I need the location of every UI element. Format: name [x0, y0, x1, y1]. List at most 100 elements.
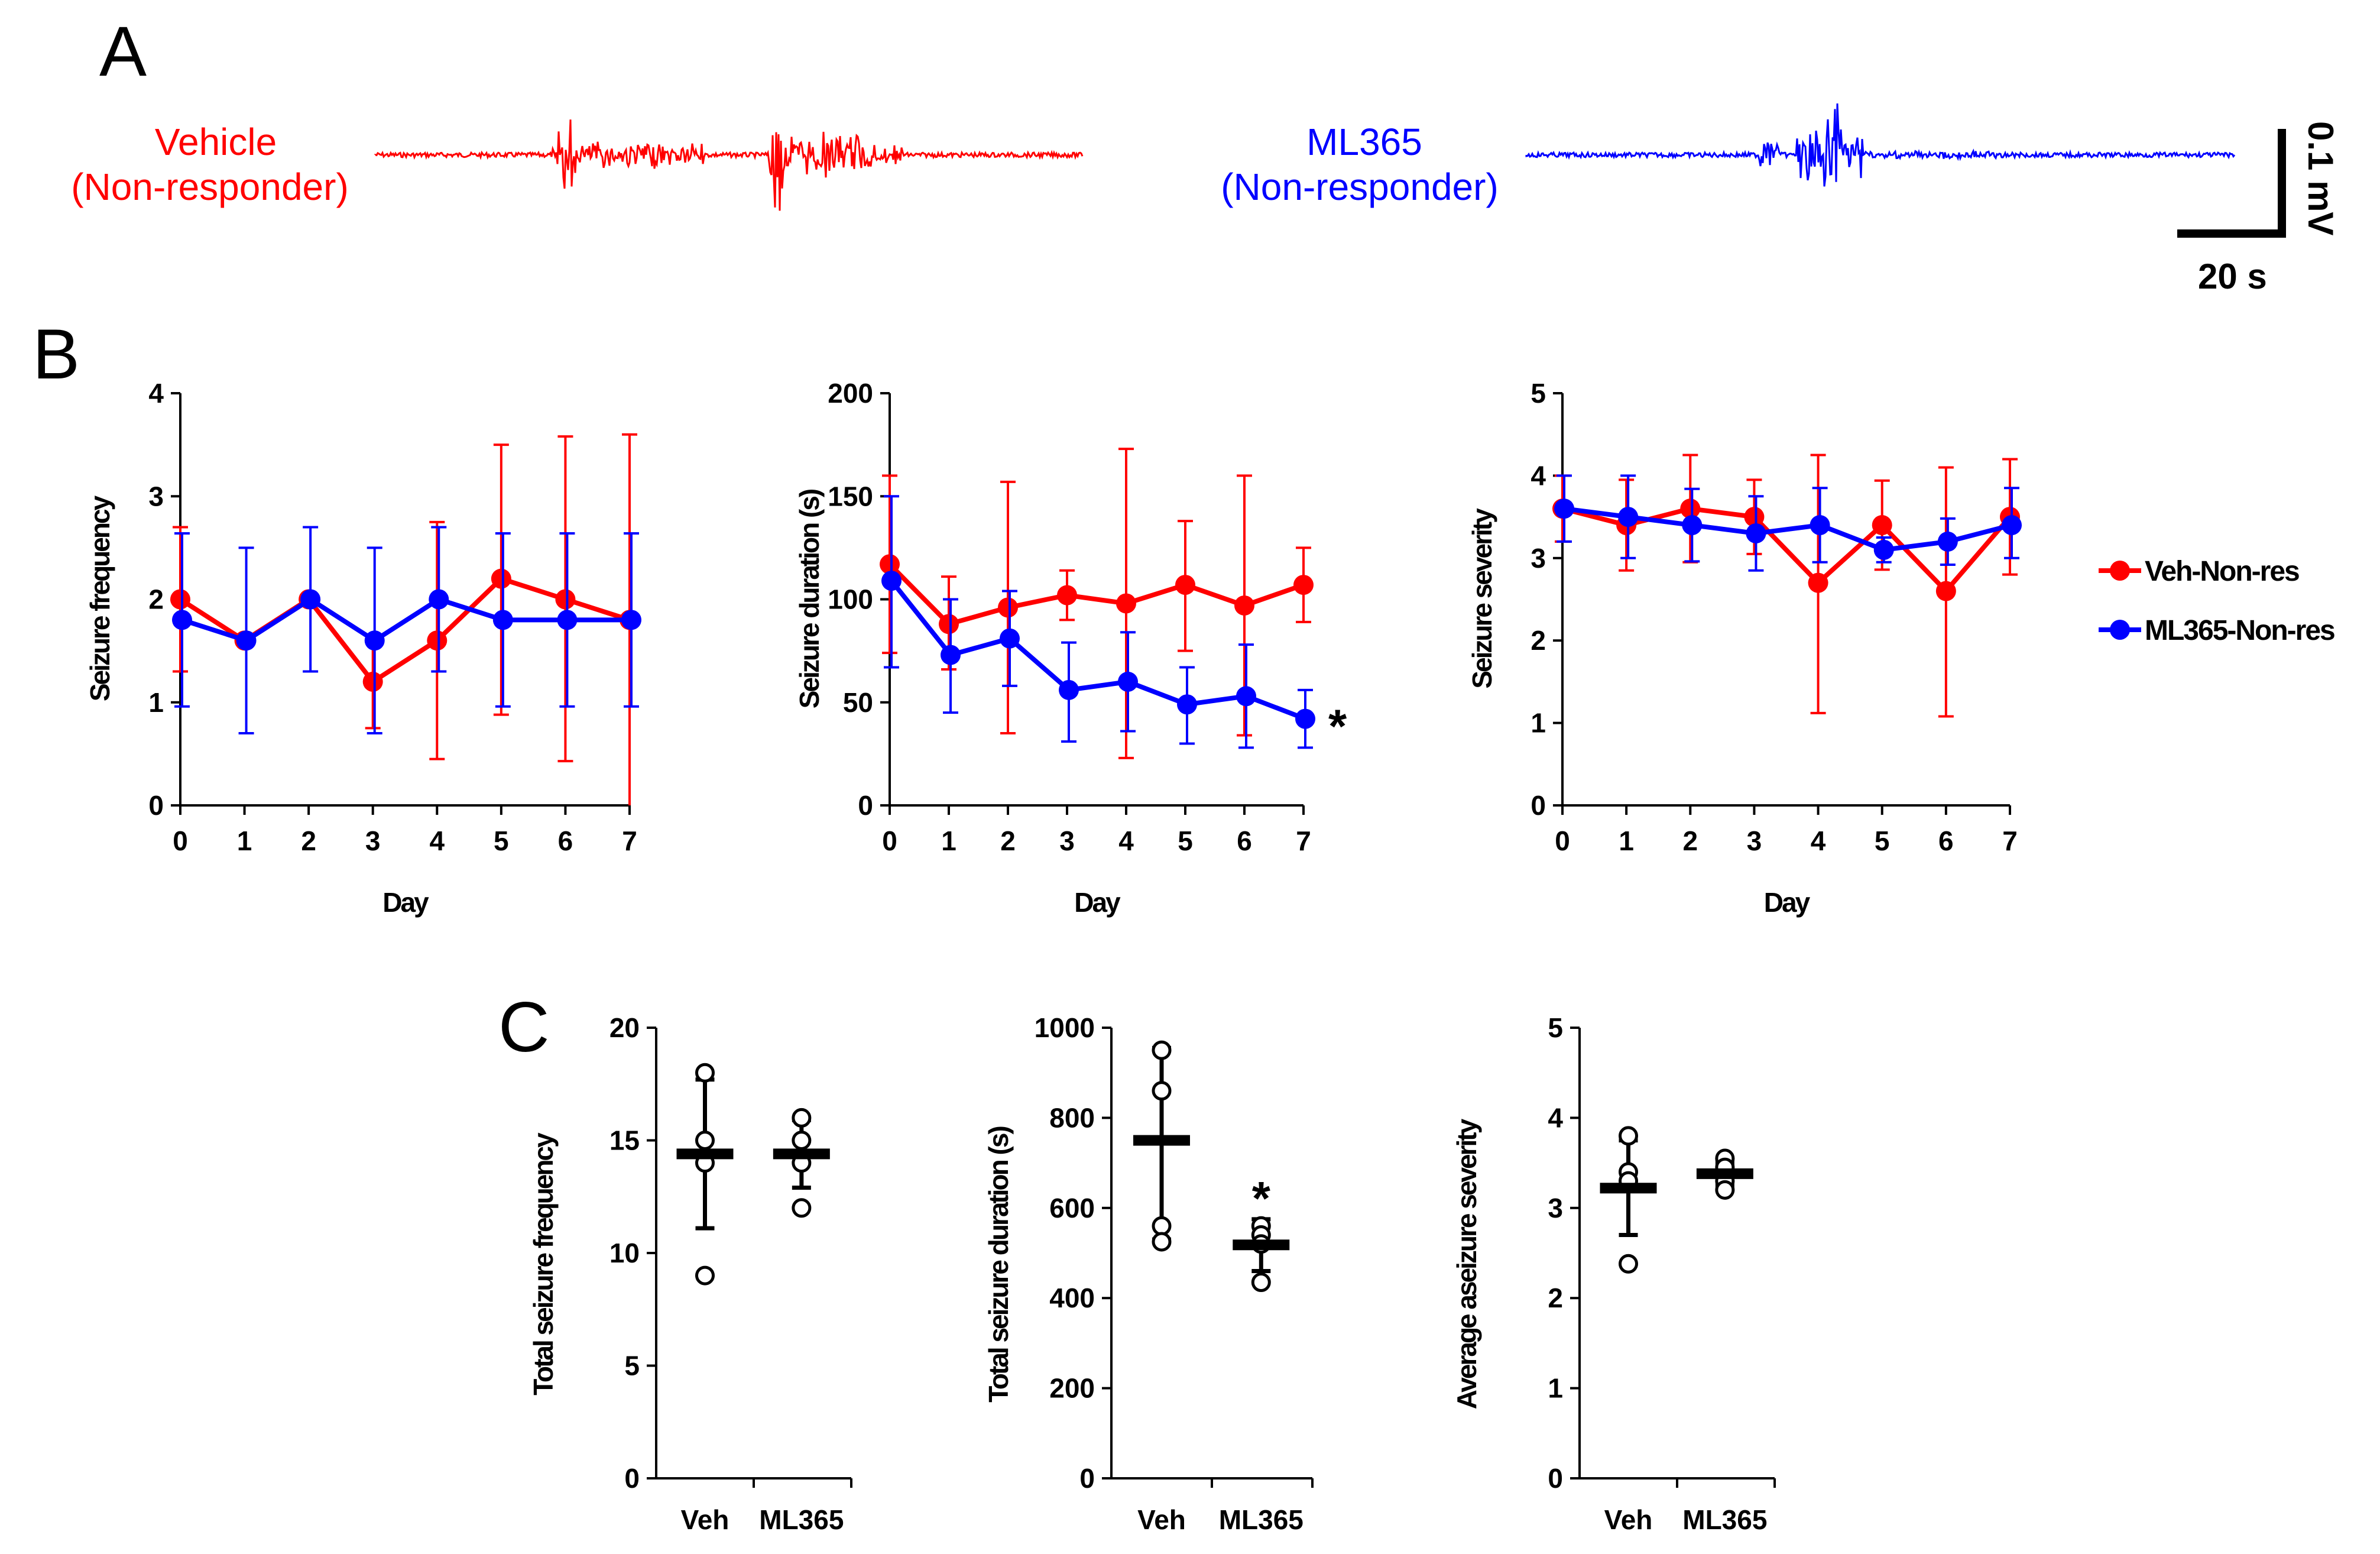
y-tick-label: 2 [1531, 625, 1546, 656]
x-tick-label: 5 [1178, 825, 1193, 856]
ml365-data-point [792, 1131, 812, 1150]
legend-vehicle-label: Veh-Non-res [2145, 556, 2299, 587]
ml365-data-point [1873, 539, 1894, 560]
ml365-trace-sublabel: (Non-responder) [1221, 166, 1499, 208]
seizure-duration-by-day-chart: 0 50 100 150 200 0 1 2 3 4 5 6 7 Day Seizure duration … [794, 378, 1347, 918]
x-tick-label: 3 [1059, 825, 1075, 856]
x-tick-label: 4 [429, 825, 445, 856]
ml365-data-point [429, 589, 449, 610]
vehicle-eeg-trace [374, 119, 1084, 211]
x-axis-title: Day [1074, 887, 1121, 918]
ml365-data-point [364, 630, 385, 651]
y-tick-label: 0 [148, 790, 164, 821]
panel-label-c: C [498, 988, 550, 1067]
average-seizure-severity-chart: 0 1 2 3 4 5 Veh ML365 Average aseizure severity [1451, 1012, 1776, 1535]
x-tick-label: 7 [2002, 825, 2018, 856]
ml365-data-point [1618, 507, 1639, 527]
significance-star: * [1252, 1172, 1271, 1225]
panel-label-a: A [99, 12, 147, 91]
ml365-data-point [1059, 679, 1079, 700]
y-tick-label: 200 [1049, 1373, 1095, 1404]
y-tick-label: 0 [1548, 1463, 1563, 1494]
y-tick-label: 20 [609, 1012, 640, 1043]
y-axis-title: Seizure duration (s) [794, 489, 825, 708]
ml365-data-point [1118, 671, 1138, 692]
y-tick-label: 0 [1079, 1463, 1095, 1494]
legend: Veh-Non-res ML365-Non-res [2099, 556, 2336, 646]
veh-data-point [1152, 1081, 1172, 1101]
vehicle-data-point [939, 614, 959, 634]
x-tick-label: 1 [1619, 825, 1634, 856]
y-tick-label: 5 [1548, 1012, 1563, 1043]
x-tick-label: 4 [1118, 825, 1134, 856]
x-category-label: Veh [681, 1504, 729, 1535]
vehicle-series-line [1562, 506, 2012, 595]
vehicle-data-point [1293, 575, 1314, 595]
y-axis-title: Seizure frequency [85, 495, 115, 701]
vehicle-trace-sublabel: (Non-responder) [71, 166, 349, 208]
ml365-data-point [1937, 531, 1958, 552]
y-tick-label: 0 [858, 790, 873, 821]
ml365-data-point [1554, 498, 1574, 519]
ml365-data-point [1177, 694, 1197, 715]
veh-data-point [1152, 1040, 1172, 1060]
y-tick-label: 3 [1548, 1193, 1563, 1223]
ml365-trace-label: ML365 [1306, 121, 1422, 163]
y-tick-label: 3 [148, 481, 164, 511]
x-tick-label: 7 [622, 825, 637, 856]
ml365-data-point [236, 630, 257, 651]
x-tick-label: 3 [1747, 825, 1762, 856]
y-tick-label: 50 [843, 687, 873, 718]
x-axis-title: Day [382, 887, 429, 918]
y-tick-label: 5 [1531, 378, 1546, 409]
ml365-data-point [172, 610, 192, 630]
y-tick-label: 0 [624, 1463, 640, 1494]
ml365-data-point [792, 1198, 812, 1218]
x-category-label: ML365 [1682, 1504, 1767, 1535]
vehicle-data-point [1680, 498, 1701, 519]
y-axis-title: Total seizure duration (s) [983, 1126, 1014, 1403]
x-tick-label: 6 [1237, 825, 1252, 856]
x-tick-label: 5 [1875, 825, 1890, 856]
x-tick-label: 0 [882, 825, 897, 856]
y-tick-label: 3 [1531, 543, 1546, 574]
scale-bar-time-label: 20 s [2198, 257, 2267, 296]
y-tick-label: 200 [828, 378, 873, 409]
legend-vehicle-marker [2110, 561, 2130, 581]
y-tick-label: 15 [609, 1125, 640, 1156]
x-tick-label: 0 [173, 825, 188, 856]
x-tick-label: 3 [365, 825, 381, 856]
vehicle-data-point [1116, 593, 1136, 614]
ml365-data-point [1000, 628, 1020, 649]
seizure-severity-by-day-chart: 0 1 2 3 4 5 0 1 2 3 4 5 6 7 Day Seizure severity [1467, 378, 2022, 918]
vehicle-data-point [1175, 575, 1195, 595]
seizure-frequency-by-day-chart: 0 1 2 3 4 0 1 2 3 4 5 6 7 Day Seizure frequency [85, 378, 641, 918]
y-axis-title: Total seizure frequency [528, 1132, 559, 1396]
veh-data-point [1152, 1232, 1172, 1252]
x-tick-label: 6 [1938, 825, 1954, 856]
ml365-series-line [181, 596, 631, 643]
vehicle-data-point [998, 597, 1018, 618]
vehicle-series-line [888, 562, 1305, 627]
vehicle-data-point [1935, 581, 1956, 601]
x-tick-label: 7 [1296, 825, 1311, 856]
ml365-data-point [557, 610, 578, 630]
veh-data-point [695, 1063, 715, 1083]
ml365-data-point [1810, 515, 1830, 536]
vehicle-trace-label: Vehicle [155, 121, 277, 163]
y-tick-label: 1 [1531, 708, 1546, 739]
ml365-data-point [492, 610, 513, 630]
y-axis-title: Seizure severity [1467, 508, 1497, 689]
vehicle-data-point [1744, 507, 1765, 527]
ml365-data-point [621, 610, 641, 630]
x-category-label: ML365 [759, 1504, 844, 1535]
vehicle-data-point [491, 568, 511, 589]
legend-ml365-label: ML365-Non-res [2145, 615, 2334, 646]
veh-data-point [695, 1131, 715, 1150]
total-seizure-frequency-chart: 0 5 10 15 20 Veh ML365 Total seizure frequency [528, 1012, 852, 1535]
y-tick-label: 600 [1049, 1193, 1095, 1223]
total-seizure-duration-chart: 0 200 400 600 800 1000 Veh ML365 Total seizure d… [983, 1012, 1314, 1535]
vehicle-data-point [362, 671, 383, 692]
y-tick-label: 0 [1531, 790, 1546, 821]
